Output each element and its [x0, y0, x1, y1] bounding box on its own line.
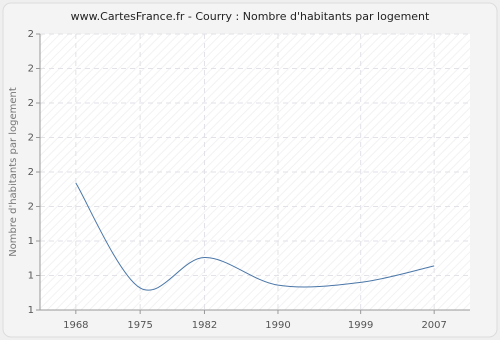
- y-tick-label: 2: [28, 133, 34, 144]
- x-tick-label: 2007: [421, 320, 446, 331]
- data-line: [75, 182, 435, 291]
- y-tick-label: 2: [28, 64, 34, 75]
- y-tick-label: 1: [28, 305, 34, 316]
- x-tick-label: 1982: [192, 320, 217, 331]
- plot-area: [40, 34, 470, 310]
- x-tick-label: 1990: [265, 320, 290, 331]
- y-axis-label: Nombre d'habitants par logement: [8, 87, 19, 257]
- chart-title: www.CartesFrance.fr - Courry : Nombre d'…: [71, 10, 430, 23]
- y-tick-label: 2: [28, 202, 34, 213]
- y-tick-label: 1: [28, 236, 34, 247]
- x-tick-label: 1999: [348, 320, 373, 331]
- y-tick-label: 2: [28, 167, 34, 178]
- y-tick-label: 1: [28, 271, 34, 282]
- x-tick-label: 1968: [63, 320, 88, 331]
- y-tick-label: 2: [28, 29, 34, 40]
- y-tick-label: 2: [28, 98, 34, 109]
- x-tick-label: 1975: [127, 320, 152, 331]
